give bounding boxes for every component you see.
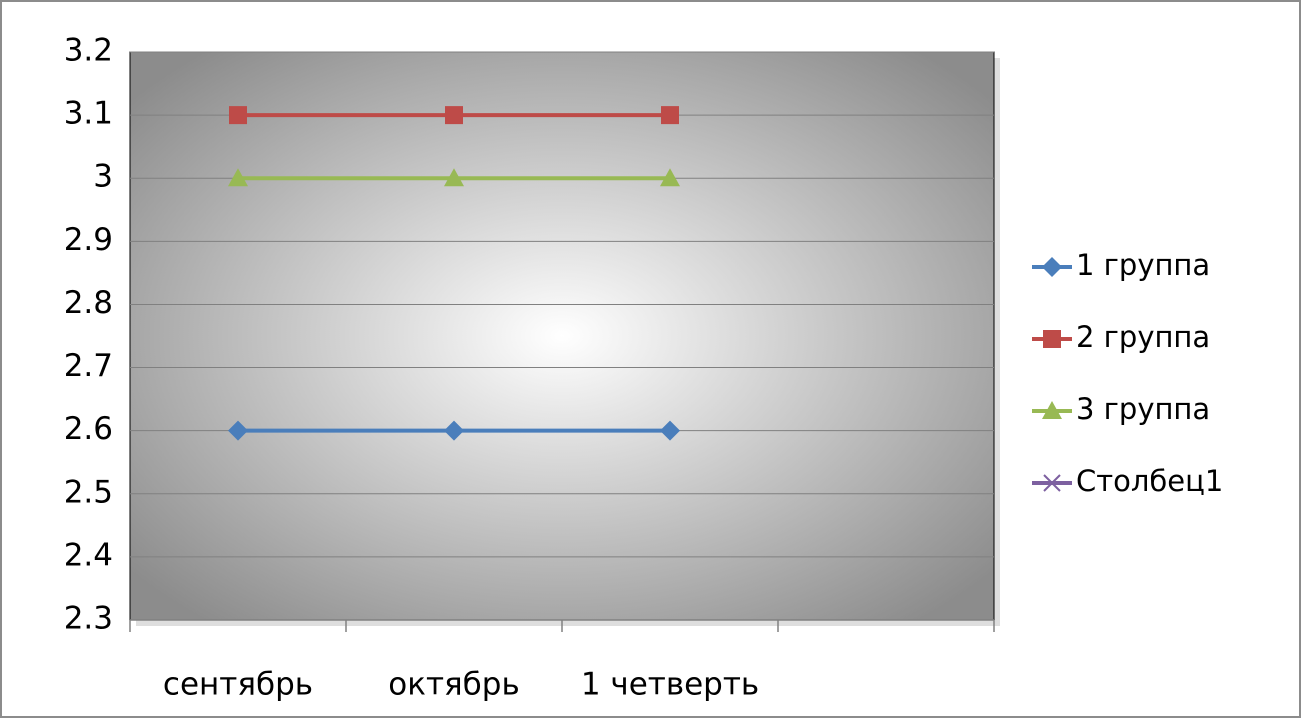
- x-tick-label: 1 четверть: [581, 667, 759, 703]
- y-tick-label: 2.8: [64, 285, 113, 321]
- data-point: [660, 420, 680, 441]
- data-point: [228, 420, 248, 441]
- data-point: [660, 168, 680, 187]
- y-tick-label: 2.9: [64, 222, 113, 258]
- y-tick-label: 2.3: [64, 601, 113, 637]
- y-tick-label: 2.4: [64, 537, 113, 573]
- data-point: [228, 168, 248, 187]
- plot-area: [129, 51, 995, 621]
- x-tick-label: сентябрь: [163, 667, 313, 703]
- y-tick-label: 2.7: [64, 348, 113, 384]
- data-point: [445, 106, 463, 125]
- x-tick-label: октябрь: [388, 667, 519, 703]
- legend-label: Столбец1: [1076, 464, 1223, 498]
- y-tick-label: 3.2: [64, 33, 113, 69]
- y-tick-label: 2.6: [64, 411, 113, 447]
- legend-marker: [1042, 257, 1062, 277]
- legend-label: 2 группа: [1076, 320, 1210, 354]
- y-tick-label: 3: [93, 159, 113, 195]
- legend-marker: [1043, 330, 1061, 348]
- data-point: [444, 168, 464, 187]
- y-tick-label: 3.1: [64, 96, 113, 132]
- data-point: [661, 106, 679, 125]
- legend-marker: [1043, 474, 1061, 492]
- legend-label: 3 группа: [1076, 392, 1210, 426]
- data-point: [229, 106, 247, 125]
- legend-marker: [1042, 401, 1062, 419]
- data-point: [444, 420, 464, 441]
- legend-label: 1 группа: [1076, 248, 1210, 282]
- y-tick-label: 2.5: [64, 474, 113, 510]
